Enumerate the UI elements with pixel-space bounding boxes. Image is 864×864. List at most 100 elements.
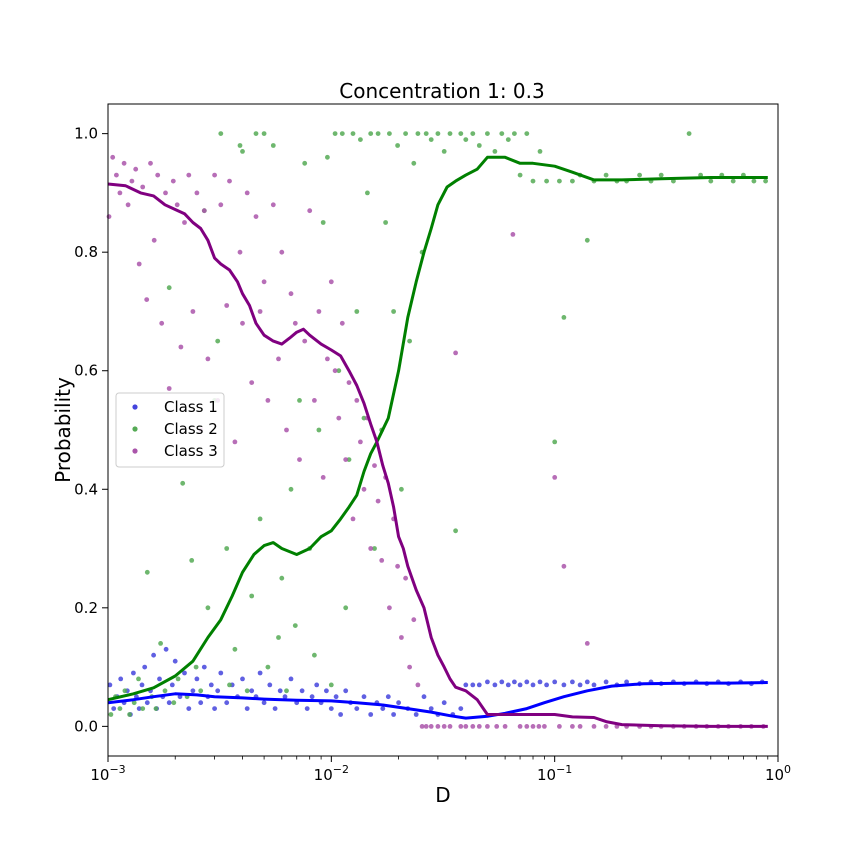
data-point [336,368,342,374]
data-point [279,249,285,255]
data-point [186,172,192,178]
data-point [218,670,224,676]
data-point [325,356,330,362]
data-point [325,154,330,160]
data-point [399,635,404,640]
y-axis-label: Probability [51,377,75,483]
data-point [584,237,590,243]
data-point [368,546,374,551]
data-point [441,149,447,154]
data-point [309,694,315,700]
data-point [288,291,294,297]
data-point [339,320,345,326]
data-point [232,646,238,652]
data-point [244,190,250,196]
data-point [265,398,271,403]
data-point [224,303,230,308]
data-point [763,178,768,184]
x-tick-label: 10−2 [314,763,349,784]
data-point [302,338,308,344]
data-point [182,670,187,676]
data-point [158,641,164,646]
data-point [314,682,320,688]
data-point [346,380,352,385]
data-point [435,724,441,729]
data-point [172,658,178,664]
data-point [557,724,562,729]
data-point [536,724,542,729]
x-axis-label: D [435,783,450,807]
legend: Class 1 Class 2 Class 3 [115,392,225,468]
data-point [284,427,289,433]
data-point [603,724,609,729]
data-point [512,131,517,137]
data-point [557,178,562,184]
data-point [153,706,159,711]
data-point [458,724,464,729]
y-tick-label: 0.6 [74,362,98,380]
data-point [552,679,558,685]
data-point [261,279,267,285]
data-point [307,208,313,214]
data-point [502,724,508,729]
data-point [358,439,363,445]
legend-label: Class 1 [164,398,218,416]
data-point [751,178,757,184]
data-point [441,700,447,706]
data-point [297,457,302,462]
data-point [505,137,511,143]
data-point [603,679,609,685]
data-point [428,137,434,143]
data-point [205,605,211,611]
y-tick-label: 0.8 [74,243,98,261]
data-point [354,398,360,403]
data-point [453,350,458,356]
data-point [570,178,575,184]
data-point [411,617,417,623]
data-point [428,706,434,711]
data-point [332,368,338,374]
data-point [237,143,243,148]
series-2-points [108,131,768,717]
data-point [346,457,352,462]
data-point [240,676,245,682]
data-point [244,688,250,694]
data-point [249,380,255,385]
data-point [316,309,322,314]
data-point [276,635,281,640]
data-point [415,682,421,688]
data-point [544,178,549,184]
y-tick-label: 0.2 [74,599,98,617]
data-point [166,700,172,706]
data-point [637,172,642,178]
y-tick-label: 0.0 [74,717,98,735]
y-tick-label: 0.4 [74,480,98,498]
data-point [144,569,150,575]
data-point [577,682,583,688]
data-point [249,688,255,694]
data-point [395,143,400,148]
data-point [354,309,360,314]
data-point [232,439,238,445]
data-point [343,688,349,694]
data-point [470,724,476,729]
data-point [463,682,469,688]
data-point [391,309,396,314]
data-point [499,679,505,685]
data-point [257,309,263,314]
legend-label: Class 3 [164,442,218,460]
data-point [517,172,523,178]
data-point [227,178,232,184]
data-point [110,154,116,160]
data-point [542,724,547,729]
data-point [270,143,276,148]
data-point [163,190,168,196]
data-point [157,676,162,682]
data-point [403,575,408,581]
data-point [277,688,283,694]
data-point [144,297,150,302]
data-point [140,706,146,711]
x-tick-label: 100 [765,763,791,784]
data-point [530,178,536,184]
